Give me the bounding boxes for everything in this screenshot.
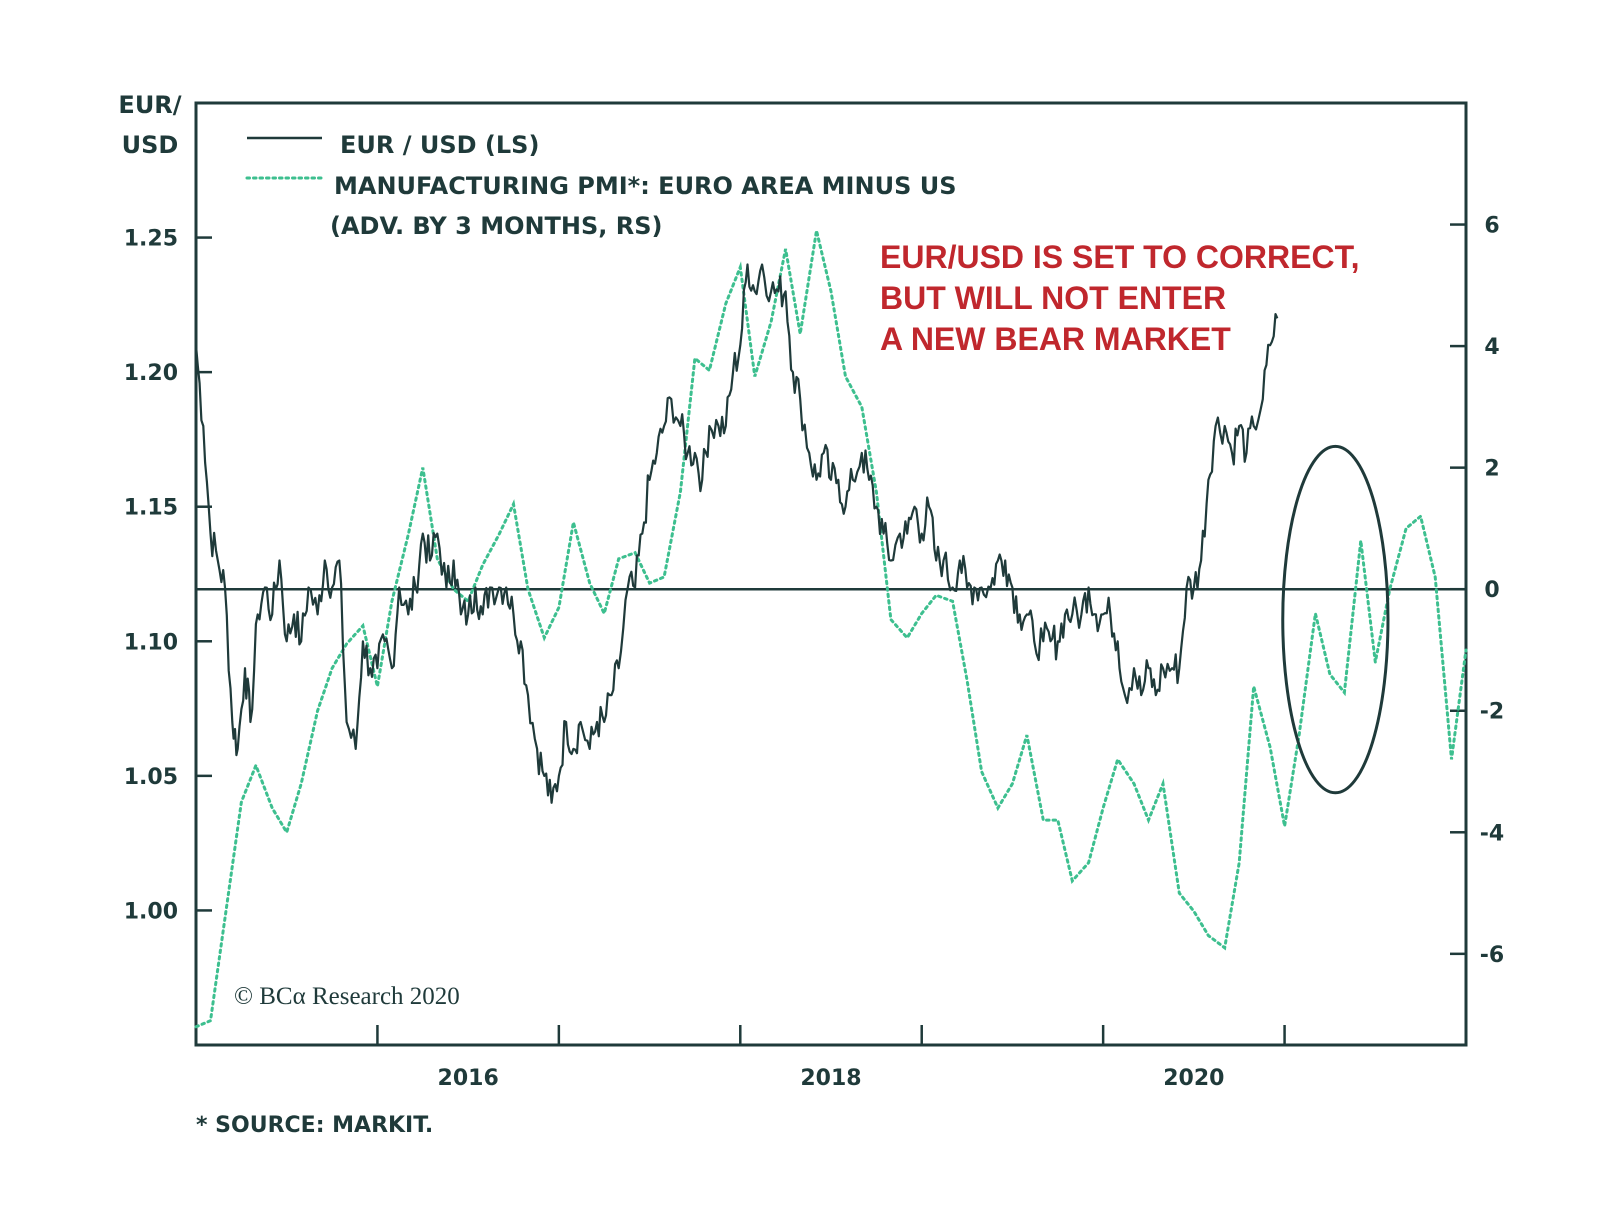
right-axis: -6 -4 -2 0 2 4 6: [1450, 214, 1504, 968]
right-tick-label: -2: [1480, 700, 1504, 725]
right-tick-label: -6: [1480, 943, 1504, 968]
x-tick-label: 2018: [800, 1066, 861, 1091]
left-axis-label-line1: EUR/: [118, 91, 181, 119]
legend-pmi-label-line2: (ADV. BY 3 MONTHS, RS): [330, 212, 663, 240]
left-tick-label: 1.00: [124, 899, 178, 924]
copyright-text: © BCα Research 2020: [234, 983, 460, 1010]
left-tick-label: 1.25: [124, 227, 178, 252]
right-tick-label: 2: [1484, 457, 1499, 482]
highlight-ellipse: [1281, 444, 1390, 795]
annotation-line-3: A NEW BEAR MARKET: [880, 321, 1231, 357]
left-tick-label: 1.15: [124, 496, 178, 521]
right-tick-label: 6: [1484, 214, 1499, 239]
left-tick-label: 1.20: [124, 361, 178, 386]
right-tick-label: 0: [1484, 578, 1499, 603]
plot-frame: [194, 101, 1468, 1047]
legend: EUR / USD (LS) MANUFACTURING PMI*: EURO …: [245, 131, 956, 240]
left-axis-label-line2: USD: [122, 131, 179, 159]
annotation: EUR/USD IS SET TO CORRECT, BUT WILL NOT …: [880, 239, 1359, 357]
series-eurusd-line: [194, 263, 1279, 804]
right-tick-label: 4: [1484, 335, 1499, 360]
x-axis: 2016 2018 2020: [376, 1025, 1286, 1091]
series-pmi-line: [194, 230, 1468, 1029]
left-axis: 1.00 1.05 1.10 1.15 1.20 1.25: [124, 227, 212, 924]
x-tick-label: 2016: [438, 1066, 499, 1091]
footnote-text: * SOURCE: MARKIT.: [196, 1113, 433, 1138]
legend-eurusd-label: EUR / USD (LS): [340, 131, 539, 159]
annotation-line-2: BUT WILL NOT ENTER: [880, 280, 1226, 316]
annotation-line-1: EUR/USD IS SET TO CORRECT,: [880, 239, 1359, 275]
legend-pmi-label: MANUFACTURING PMI*: EURO AREA MINUS US: [334, 172, 956, 200]
left-tick-label: 1.05: [124, 765, 178, 790]
left-tick-label: 1.10: [124, 630, 178, 655]
right-tick-label: -4: [1480, 821, 1504, 846]
x-tick-label: 2020: [1163, 1066, 1224, 1091]
